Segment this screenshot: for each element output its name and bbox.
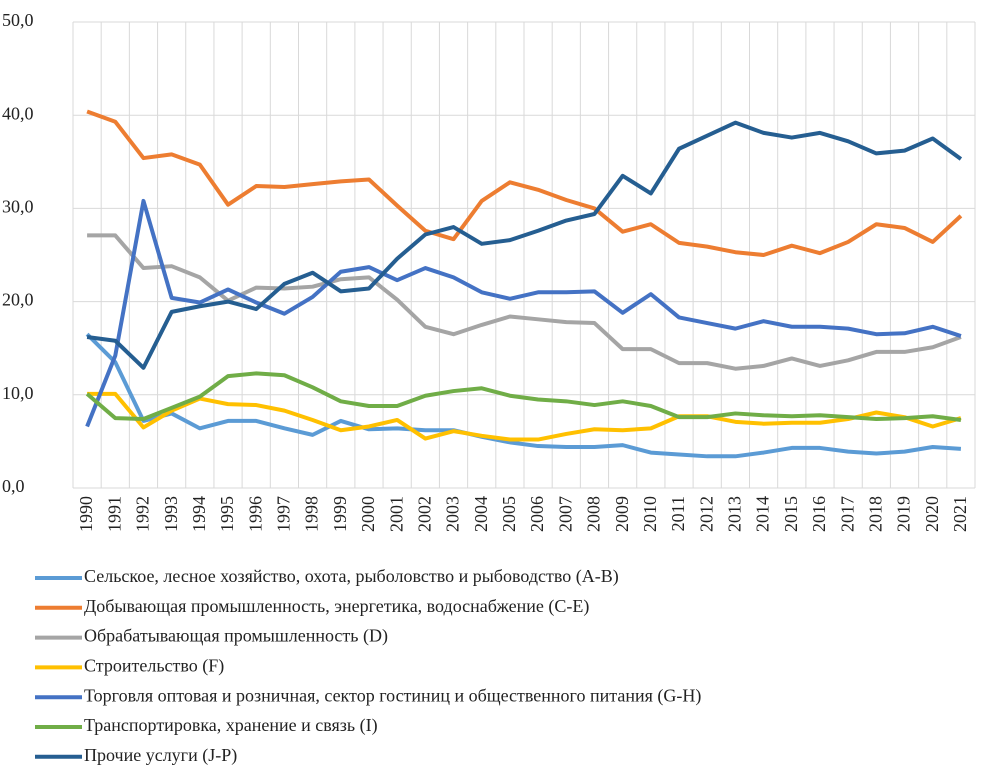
y-tick-label: 20,0 [2,290,34,310]
x-tick-label: 1998 [302,496,322,532]
x-tick-label: 2004 [471,496,491,532]
legend-label: Прочие услуги (J-P) [84,745,237,766]
x-tick-label: 1999 [330,496,350,532]
x-tick-label: 2012 [696,496,716,532]
x-tick-label: 2003 [443,496,463,532]
series-line [87,391,962,442]
x-tick-label: 2000 [358,496,378,532]
y-tick-label: 10,0 [2,383,34,403]
x-tick-label: 1990 [76,496,96,532]
x-tick-label: 2019 [894,496,914,532]
legend-label: Торговля оптовая и розничная, сектор гос… [84,685,701,706]
series-line [86,109,963,257]
x-tick-label: 1996 [245,496,265,532]
series-line [86,120,963,370]
series-line [85,332,962,459]
x-tick-label: 1992 [133,496,153,532]
legend-label: Обрабатывающая промышленность (D) [84,626,388,647]
x-tick-label: 2011 [668,496,688,531]
x-tick-label: 2008 [584,496,604,532]
x-tick-label: 2015 [781,496,801,532]
x-tick-label: 2009 [612,496,632,532]
legend-label: Транспортировка, хранение и связь (I) [84,715,378,736]
x-tick-label: 1997 [274,496,294,532]
x-tick-label: 1994 [189,496,209,532]
x-tick-label: 2010 [640,496,660,532]
y-tick-label: 50,0 [2,10,34,30]
y-tick-label: 0,0 [2,476,25,496]
x-tick-label: 2013 [725,496,745,532]
y-tick-label: 30,0 [2,197,34,217]
y-tick-label: 40,0 [2,103,34,123]
x-tick-label: 2001 [386,496,406,532]
x-tick-label: 1991 [104,496,124,532]
x-tick-label: 2005 [499,496,519,532]
x-tick-label: 2006 [527,496,547,532]
x-tick-label: 1993 [161,496,181,532]
x-tick-label: 2021 [950,496,970,532]
x-tick-label: 2007 [555,496,575,532]
x-tick-label: 2018 [865,496,885,532]
series-line [85,198,962,428]
legend-label: Строительство (F) [84,656,224,677]
x-tick-label: 2017 [837,496,857,532]
x-tick-label: 2016 [809,496,829,532]
x-tick-label: 2014 [753,496,773,532]
x-tick-label: 1995 [217,496,237,532]
series-line [85,371,962,422]
series-line [87,233,962,371]
legend-label: Сельское, лесное хозяйство, охота, рыбол… [84,566,619,587]
x-tick-label: 2020 [922,496,942,532]
legend-label: Добывающая промышленность, энергетика, в… [84,596,589,617]
x-tick-label: 2002 [414,496,434,532]
